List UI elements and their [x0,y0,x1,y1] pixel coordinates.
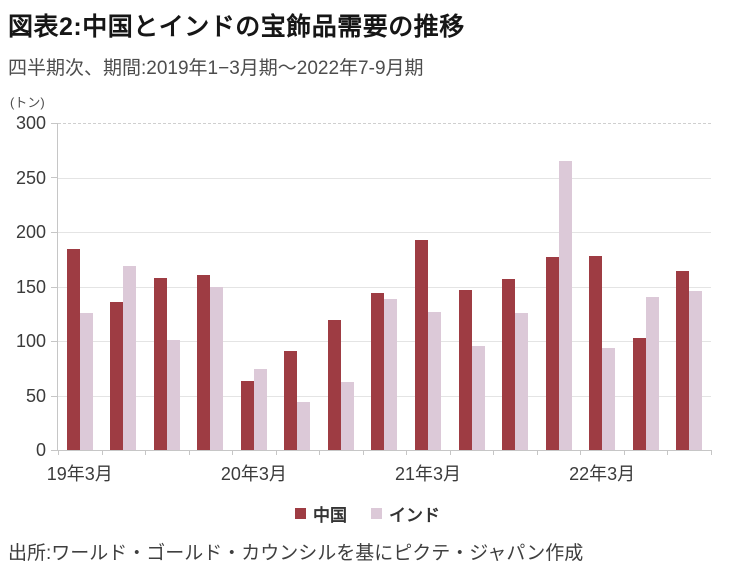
y-axis-label: 250 [15,167,46,188]
x-tick [101,450,103,455]
india-bar [210,286,224,450]
gridline-200 [58,232,711,233]
india-bar [645,297,659,450]
x-tick [406,450,408,455]
y-axis-label: 0 [35,440,46,460]
x-tick [536,450,538,455]
x-tick [493,450,495,455]
china-bar [66,249,80,450]
india-bar [384,298,398,450]
legend-item-china: 中国 [295,501,347,526]
x-tick [623,450,625,455]
india-bar [166,339,180,450]
x-tick [232,450,234,455]
y-tick [51,123,58,124]
bar-group [284,123,311,450]
gridline-250 [58,177,711,179]
bar-group [676,123,703,450]
y-tick [51,340,58,342]
x-axis-label: 19年3月 [46,464,113,484]
x-tick [580,450,582,455]
x-tick [711,450,712,455]
bar-group [371,123,398,450]
gridline-150 [58,286,711,288]
bar-group [545,123,572,450]
x-tick [449,450,451,455]
china-bar [632,337,646,450]
y-tick [51,395,58,397]
gridline-300 [58,123,711,124]
china-bar [371,293,385,450]
bar-group [415,123,442,450]
china-bar [545,257,559,450]
bar-chart: 19年3月 20年3月 21年3月 22年3月 300 250 200 150 100 50 0 [0,113,735,495]
china-bar [153,277,167,450]
x-tick [667,450,669,455]
x-axis-label: 20年3月 [220,464,287,484]
china-bar [458,289,472,450]
source-note: 出所:ワールド・ゴールド・カウンシルを基にピクテ・ジャパン作成 [8,543,584,564]
bar-group [240,123,267,450]
x-tick [58,450,59,455]
y-axis-label: 100 [15,331,46,351]
y-axis-label: 200 [15,222,46,242]
y-axis-label: 300 [15,113,46,133]
bar-group [502,123,529,450]
india-bar [253,369,267,450]
bar-group [110,123,137,450]
bar-group [589,123,616,450]
china-legend-swatch [295,508,306,519]
india-bar [558,161,572,450]
india-bar [79,312,93,450]
india-bar [428,311,442,450]
y-tick [51,177,58,179]
x-axis-label: 21年3月 [395,464,462,484]
china-bar [197,274,211,450]
bars-container [58,123,711,450]
y-tick [51,286,58,288]
bar-group [197,123,224,450]
china-bar [327,320,341,450]
bar-group [327,123,354,450]
china-bar [240,381,254,450]
x-tick [145,450,147,455]
india-legend-swatch [371,508,382,519]
china-bar [676,271,690,450]
india-bar [602,347,616,450]
chart-subtitle: 四半期次、期間:2019年1−3月期〜2022年7-9月期 [8,58,424,79]
india-bar [471,346,485,450]
bar-group [153,123,180,450]
india-bar [297,402,311,450]
bar-group [632,123,659,450]
china-bar [589,255,603,450]
y-tick [51,450,58,451]
china-bar [415,239,429,450]
chart-legend: 中国 インド [0,501,735,526]
legend-item-india: インド [371,501,440,526]
india-bar [340,382,354,450]
china-legend-label: 中国 [313,506,347,525]
china-bar [284,350,298,450]
page-title: 図表2:中国とインドの宝飾品需要の推移 [8,13,465,41]
india-bar [689,290,703,450]
bar-group [66,123,93,450]
china-bar [502,278,516,450]
x-tick [275,450,277,455]
plot-area: 19年3月 20年3月 21年3月 22年3月 [47,123,712,484]
y-tick [51,231,58,233]
china-bar [110,301,124,450]
x-tick [319,450,321,455]
y-axis-label: 150 [15,276,46,297]
x-axis-label: 22年3月 [569,464,636,484]
india-bar [515,312,529,450]
bar-group [458,123,485,450]
y-axis-unit-label: (トン) [10,95,45,110]
x-tick [362,450,364,455]
india-legend-label: インド [389,506,440,525]
india-bar [123,265,137,450]
x-tick [188,450,190,455]
y-axis-label: 50 [25,385,46,406]
